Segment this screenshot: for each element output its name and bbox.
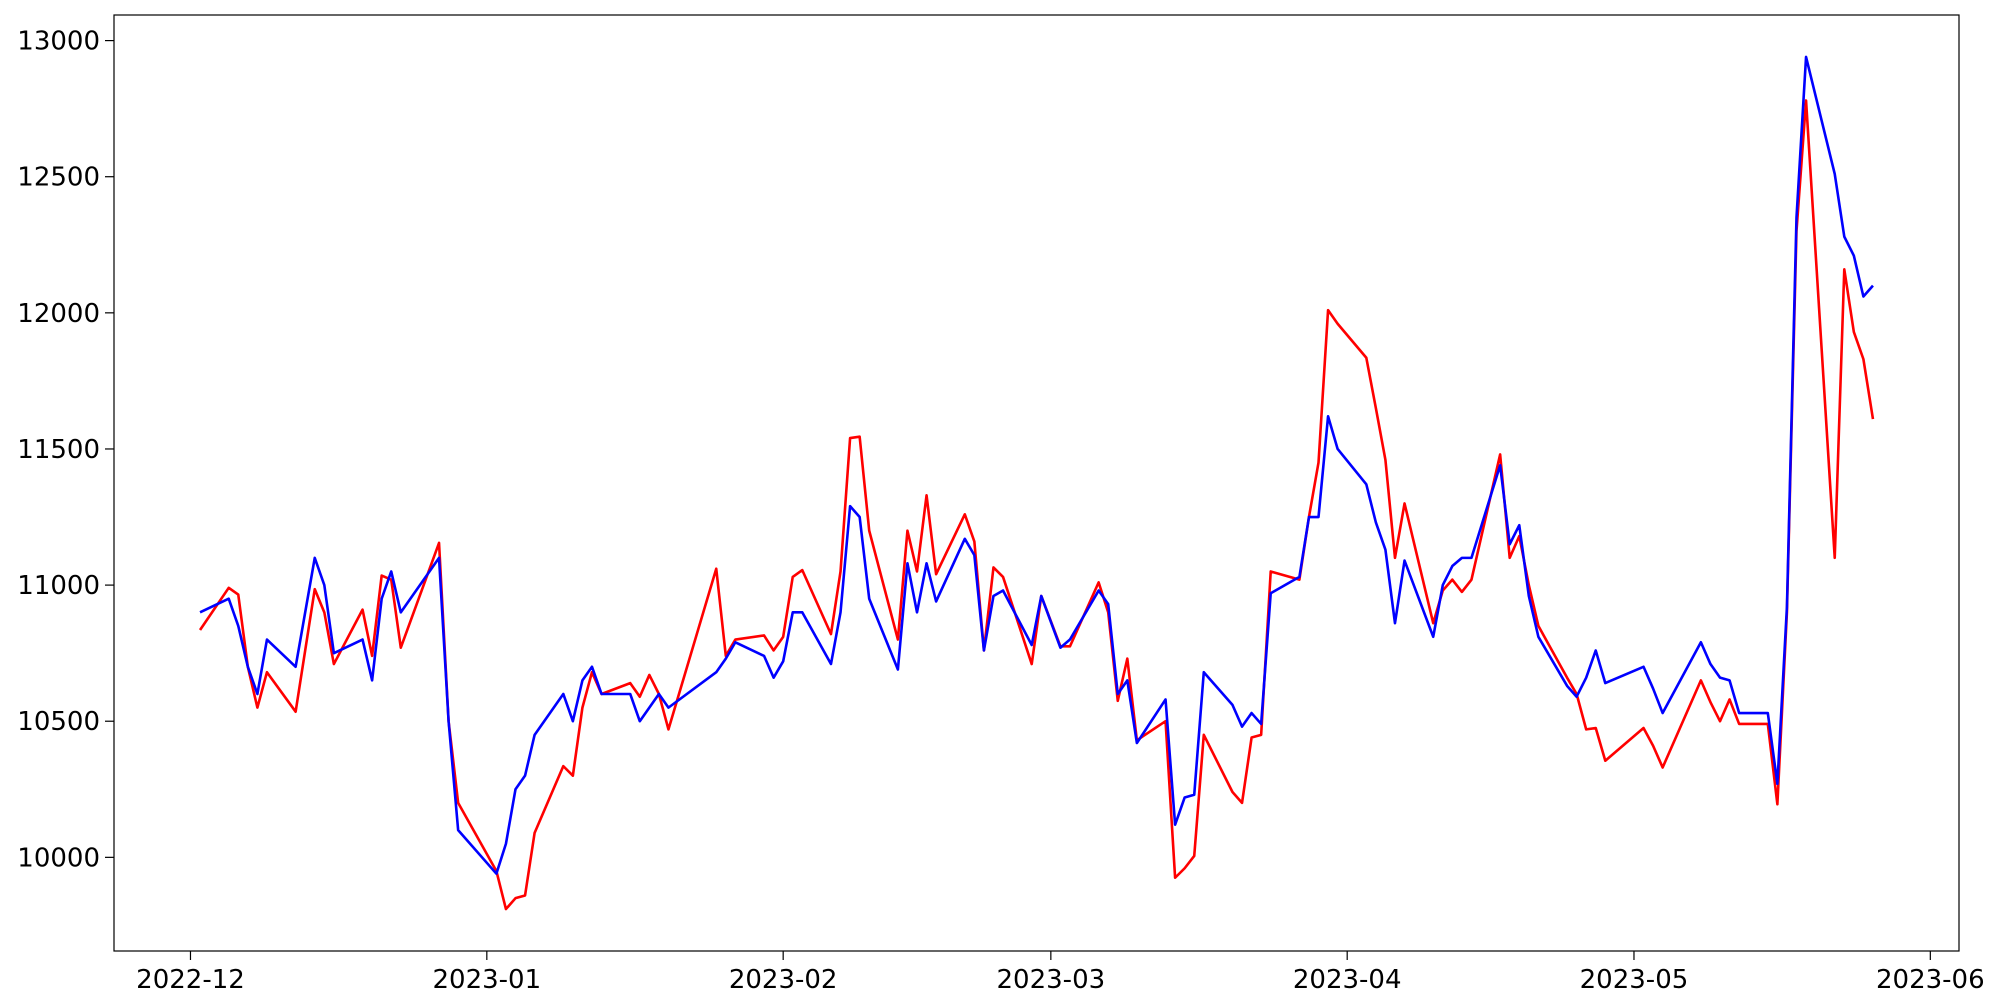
x-tick-label: 2023-04 [1293,965,1402,995]
x-tick-label: 2023-03 [997,965,1106,995]
x-tick-label: 2023-06 [1876,965,1985,995]
y-tick-label: 11000 [17,571,100,601]
plot-frame [113,14,1960,952]
y-tick-label: 13000 [17,27,100,57]
y-tick-label: 11500 [17,435,100,465]
series-line [198,99,1875,911]
y-tick-label: 10000 [17,843,100,873]
x-tick-label: 2023-05 [1580,965,1689,995]
x-tick-label: 2023-02 [729,965,838,995]
series-line [199,55,1874,875]
x-tick-label: 2022-12 [136,965,245,995]
y-tick-label: 12000 [17,299,100,329]
y-tick-label: 12500 [17,163,100,193]
y-tick-label: 10500 [17,707,100,737]
x-tick-label: 2023-01 [433,965,542,995]
